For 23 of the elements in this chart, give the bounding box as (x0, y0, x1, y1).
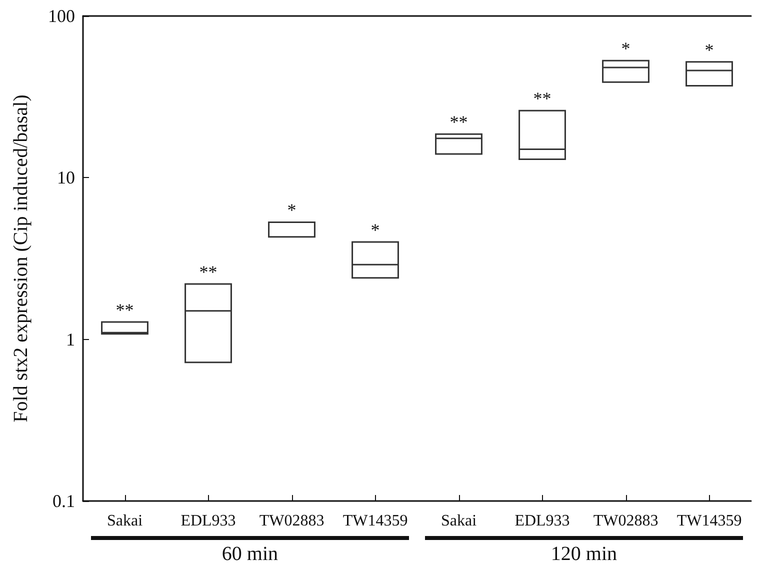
x-tick-label: TW02883 (593, 512, 658, 530)
text: 60 min (220, 543, 280, 566)
annotation: ** (199, 262, 218, 282)
y-tick-label: 1 (66, 329, 75, 350)
y-tick-label: 10 (57, 168, 75, 188)
text: 120 min (550, 543, 618, 566)
annotation: * (370, 220, 380, 240)
y-tick-label: 0.1 (52, 491, 75, 511)
x-tick-label: TW14359 (676, 512, 742, 530)
y-axis-title: Fold stx2 expression (Cip induced/basal) (10, 94, 32, 422)
x-tick-label: TW14359 (342, 512, 408, 530)
x-tick-label: Sakai (440, 512, 478, 530)
annotation: * (621, 38, 630, 59)
annotation: * (287, 200, 296, 220)
x-tick-label: EDL933 (180, 512, 236, 530)
x-tick-label: EDL933 (514, 512, 570, 530)
x-tick-label: Sakai (106, 512, 144, 530)
x-tick-label: TW02883 (259, 512, 324, 530)
annotation: ** (533, 88, 552, 109)
y-tick-label: 100 (48, 6, 75, 26)
annotation: * (704, 40, 714, 60)
annotation: ** (116, 300, 134, 320)
annotation: ** (450, 112, 468, 132)
